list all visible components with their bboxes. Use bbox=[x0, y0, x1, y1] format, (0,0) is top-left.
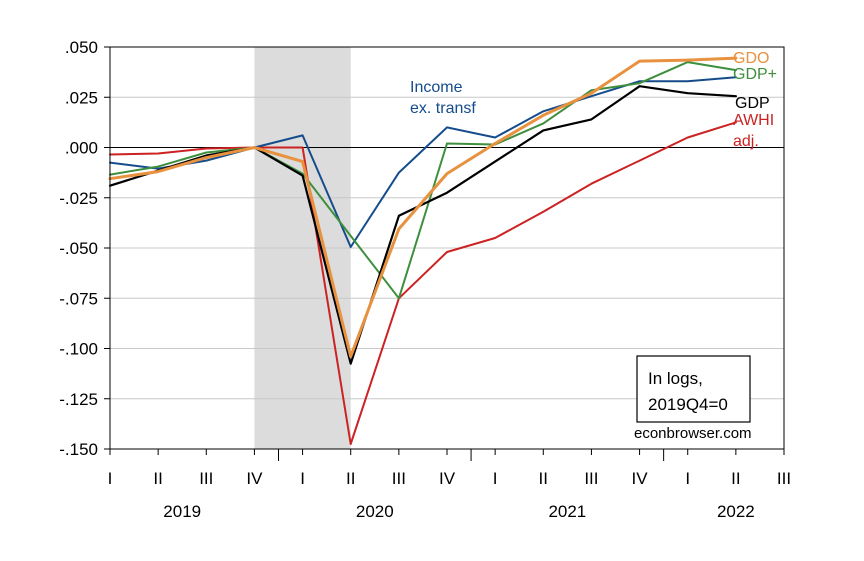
series-label-gdo: GDO bbox=[733, 50, 769, 67]
annotation-line-1: In logs, bbox=[648, 369, 703, 388]
x-tick-label: I bbox=[300, 469, 305, 488]
x-tick-label: III bbox=[777, 469, 791, 488]
year-label: 2021 bbox=[548, 502, 586, 521]
series-line-gdo bbox=[108, 56, 738, 358]
y-tick-label: -.100 bbox=[59, 340, 98, 359]
x-tick-label: III bbox=[584, 469, 598, 488]
x-tick-label: II bbox=[539, 469, 548, 488]
x-tick-label: I bbox=[108, 469, 113, 488]
y-axis-ticks: .050 .025 .000 -.025 -.050 -.075 -.100 -.125 -.1… bbox=[59, 38, 110, 459]
series-labels: AWHI adj. Income ex. transf GDP+ GDP GDO bbox=[410, 50, 777, 150]
year-label: 2022 bbox=[717, 502, 755, 521]
y-tick-label: -.075 bbox=[59, 289, 98, 308]
annotation-line-2: 2019Q4=0 bbox=[648, 395, 728, 414]
y-tick-label: -.025 bbox=[59, 189, 98, 208]
y-tick-label: -.150 bbox=[59, 440, 98, 459]
y-tick-label: .000 bbox=[65, 139, 98, 158]
x-tick-label: I bbox=[493, 469, 498, 488]
annotation-box: In logs, 2019Q4=0 bbox=[636, 355, 751, 423]
x-tick-label: II bbox=[153, 469, 162, 488]
x-tick-label: IV bbox=[632, 469, 649, 488]
x-tick-label: IV bbox=[439, 469, 456, 488]
annotation-frame bbox=[636, 355, 751, 423]
series-label-gdpplus: GDP+ bbox=[733, 66, 777, 83]
x-tick-label: III bbox=[392, 469, 406, 488]
year-label: 2020 bbox=[356, 502, 394, 521]
x-tick-label: I bbox=[685, 469, 690, 488]
x-tick-label: IV bbox=[246, 469, 263, 488]
series-line-gdp bbox=[108, 85, 738, 365]
year-label: 2019 bbox=[163, 502, 201, 521]
series-label-income: Income bbox=[410, 79, 463, 96]
series-label-awhi: AWHI bbox=[733, 112, 774, 129]
series-label-awhi-line2: adj. bbox=[733, 133, 759, 150]
x-tick-label: III bbox=[199, 469, 213, 488]
series-line-awhi bbox=[109, 121, 737, 445]
series-label-income-line2: ex. transf bbox=[410, 100, 476, 117]
series-line-gdpplus bbox=[109, 61, 737, 300]
series-layer bbox=[108, 56, 738, 445]
y-tick-label: -.125 bbox=[59, 390, 98, 409]
x-tick-label: II bbox=[731, 469, 740, 488]
y-tick-label: .050 bbox=[65, 38, 98, 57]
y-tick-label: .025 bbox=[65, 88, 98, 107]
x-tick-label: II bbox=[346, 469, 355, 488]
y-tick-label: -.050 bbox=[59, 239, 98, 258]
series-label-gdp: GDP bbox=[735, 95, 770, 112]
credit-text: econbrowser.com bbox=[634, 425, 752, 442]
